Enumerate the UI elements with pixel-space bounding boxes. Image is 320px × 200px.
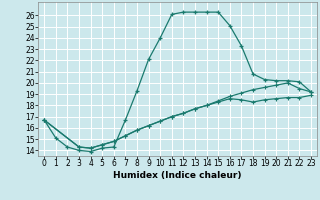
X-axis label: Humidex (Indice chaleur): Humidex (Indice chaleur): [113, 171, 242, 180]
